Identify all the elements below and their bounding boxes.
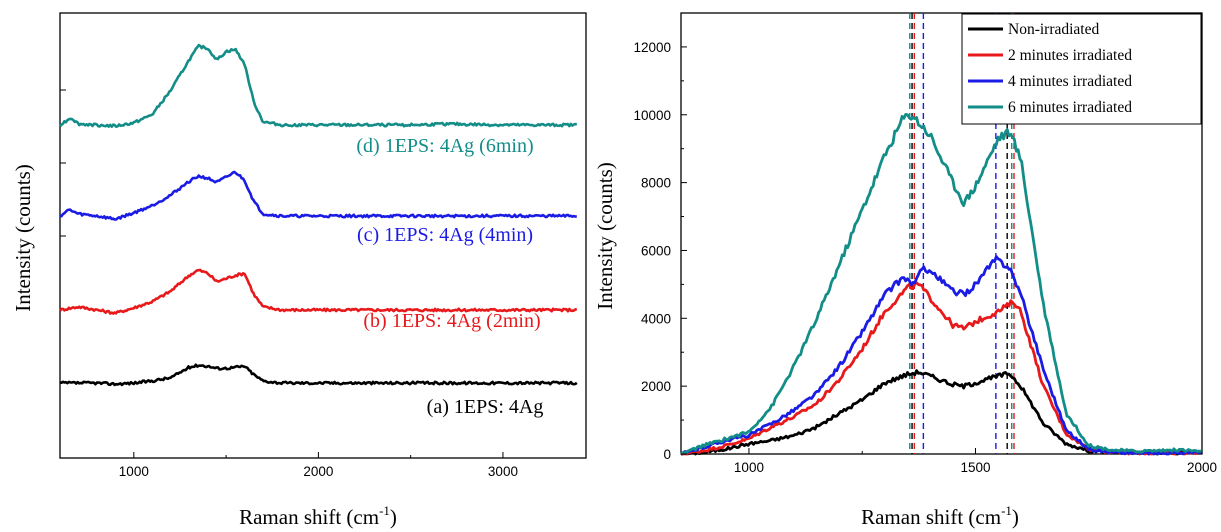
left-series-group — [58, 43, 578, 387]
left-series-annotation: (b) 1EPS: 4Ag (2min) — [363, 310, 540, 332]
legend-entry: 2 minutes irradiated — [1008, 47, 1132, 64]
right-x-tick-label: 2000 — [1187, 460, 1217, 475]
right-y-tick-label: 6000 — [641, 243, 671, 258]
left-x-axis-label: Raman shift (cm-1) — [239, 503, 397, 529]
left-x-axis-label-sup: -1 — [379, 503, 390, 518]
right-y-axis-label: Intensity (counts) — [593, 162, 617, 310]
left-chart-panel: 1000 2000 3000 (a) 1EPS: 4Ag (b) 1EPS: 4Ag … — [11, 12, 587, 529]
right-x-tick-label: 1500 — [960, 460, 990, 475]
left-series-line — [58, 268, 578, 315]
right-series-line — [680, 255, 1202, 456]
left-series-annotation: (c) 1EPS: 4Ag (4min) — [357, 224, 533, 246]
left-series-line — [59, 170, 577, 221]
right-y-tick-label: 10000 — [633, 108, 671, 123]
left-x-tick-label: 2000 — [303, 464, 333, 479]
left-y-axis-label: Intensity (counts) — [11, 164, 35, 312]
right-y-ticks: 0 2000 4000 6000 8000 10000 12000 — [633, 40, 687, 462]
legend-entry: 6 minutes irradiated — [1008, 99, 1132, 116]
right-x-axis-label-end: ) — [1012, 505, 1019, 529]
left-series-line — [59, 43, 578, 128]
left-series-line — [59, 363, 578, 387]
right-x-axis-label: Raman shift (cm-1) — [861, 503, 1019, 529]
left-annotations: (a) 1EPS: 4Ag (b) 1EPS: 4Ag (2min) (c) 1EP… — [356, 135, 543, 418]
right-series-line — [680, 113, 1202, 456]
left-y-ticks — [60, 89, 66, 383]
legend-entry: Non-irradiated — [1008, 21, 1099, 38]
right-y-tick-label: 0 — [663, 447, 671, 462]
right-y-tick-label: 2000 — [641, 379, 671, 394]
right-x-ticks: 1000 1500 2000 — [734, 448, 1217, 475]
left-x-tick-label: 3000 — [488, 464, 518, 479]
right-chart-panel: 1000 1500 2000 0 2000 4000 6000 8000 10000 12000… — [593, 12, 1217, 529]
right-x-axis-label-sup: -1 — [1001, 503, 1012, 518]
left-series-annotation: (a) 1EPS: 4Ag — [427, 396, 544, 418]
right-plot-frame — [680, 12, 1203, 455]
right-y-tick-label: 4000 — [641, 311, 671, 326]
left-x-ticks: 1000 2000 3000 — [119, 452, 518, 479]
right-legend: Non-irradiated 2 minutes irradiated 4 minu… — [961, 13, 1202, 125]
right-x-tick-label: 1000 — [734, 460, 764, 475]
left-x-axis-label-end: ) — [390, 505, 397, 529]
left-x-tick-label: 1000 — [119, 464, 149, 479]
left-series-annotation: (d) 1EPS: 4Ag (6min) — [356, 135, 533, 157]
right-series-line — [681, 369, 1202, 456]
right-y-tick-label: 12000 — [633, 40, 671, 55]
right-series-group — [680, 113, 1202, 456]
right-x-axis-label-main: Raman shift (cm — [861, 505, 1001, 529]
legend-entry: 4 minutes irradiated — [1008, 73, 1132, 90]
right-y-tick-label: 8000 — [641, 176, 671, 191]
left-x-axis-label-main: Raman shift (cm — [239, 505, 379, 529]
